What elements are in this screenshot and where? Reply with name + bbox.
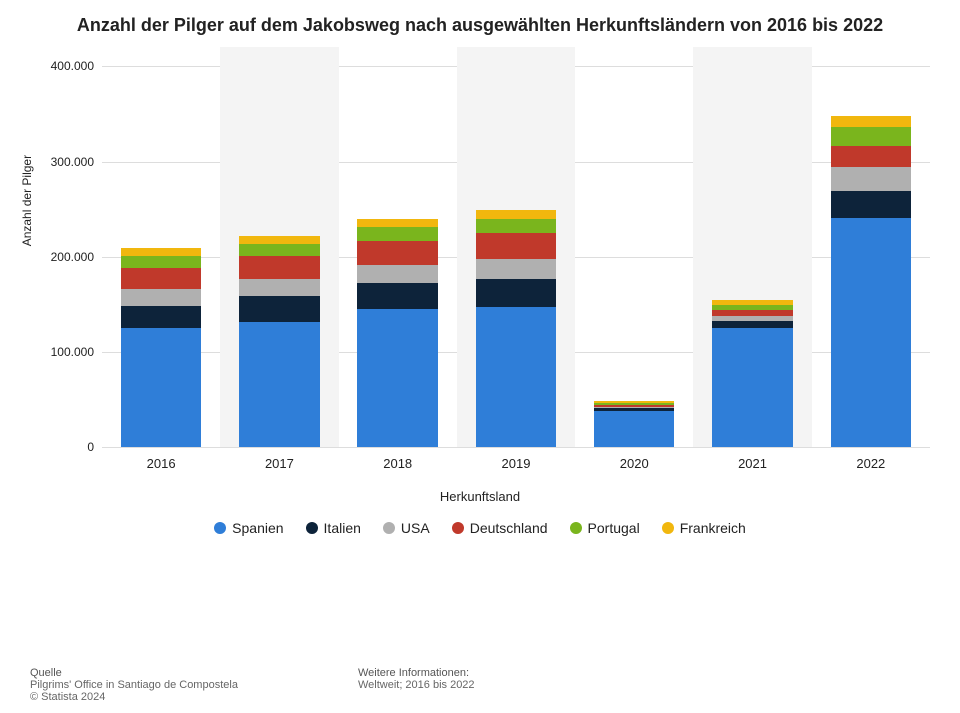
footer-source-heading: Quelle: [30, 667, 238, 679]
bar-segment: [831, 167, 911, 191]
bar-segment: [239, 322, 319, 448]
legend-label: Spanien: [232, 520, 283, 536]
footer-info: Weitere Informationen: Weltweit; 2016 bi…: [358, 667, 475, 703]
stacked-bar: [476, 210, 556, 448]
bar-segment: [357, 241, 437, 265]
legend-swatch: [383, 522, 395, 534]
plot-area: 0100.000200.000300.000400.000: [102, 47, 930, 448]
x-axis-labels: 2016201720182019202020212022: [102, 448, 930, 471]
stacked-bar: [121, 248, 201, 447]
bar-segment: [831, 116, 911, 127]
legend-item: USA: [383, 520, 430, 536]
footer-source: Quelle Pilgrims' Office in Santiago de C…: [30, 667, 238, 703]
legend-item: Frankreich: [662, 520, 746, 536]
bar-segment: [712, 321, 792, 329]
bar-slot: [812, 47, 930, 447]
y-tick-label: 300.000: [51, 155, 102, 169]
legend-swatch: [306, 522, 318, 534]
x-tick-label: 2020: [575, 456, 693, 471]
stacked-bar: [712, 300, 792, 448]
bar-slot: [457, 47, 575, 447]
legend-item: Portugal: [570, 520, 640, 536]
bar-segment: [239, 279, 319, 296]
footer-info-heading: Weitere Informationen:: [358, 667, 475, 679]
bars-layer: [102, 47, 930, 447]
bar-slot: [102, 47, 220, 447]
stacked-bar: [594, 401, 674, 447]
footer: Quelle Pilgrims' Office in Santiago de C…: [30, 667, 930, 703]
y-axis-label: Anzahl der Pilger: [20, 155, 34, 246]
bar-segment: [357, 219, 437, 228]
bar-slot: [220, 47, 338, 447]
x-tick-label: 2019: [457, 456, 575, 471]
bar-segment: [476, 279, 556, 308]
bar-segment: [831, 218, 911, 448]
bar-segment: [357, 227, 437, 240]
bar-segment: [357, 265, 437, 283]
bar-segment: [476, 219, 556, 233]
stacked-bar: [357, 219, 437, 448]
bar-segment: [121, 256, 201, 268]
bar-segment: [239, 244, 319, 256]
stacked-bar: [239, 236, 319, 448]
bar-segment: [831, 146, 911, 167]
stacked-bar: [831, 116, 911, 447]
y-tick-label: 0: [87, 440, 102, 454]
bar-segment: [239, 296, 319, 322]
legend-swatch: [452, 522, 464, 534]
footer-info-line1: Weltweit; 2016 bis 2022: [358, 679, 475, 691]
legend-item: Spanien: [214, 520, 283, 536]
x-tick-label: 2021: [693, 456, 811, 471]
x-axis-title: Herkunftsland: [30, 489, 930, 504]
legend-item: Deutschland: [452, 520, 548, 536]
bar-segment: [121, 248, 201, 256]
bar-segment: [831, 191, 911, 218]
legend-swatch: [662, 522, 674, 534]
bar-slot: [575, 47, 693, 447]
bar-segment: [239, 236, 319, 244]
bar-segment: [831, 127, 911, 146]
footer-source-line1: Pilgrims' Office in Santiago de Composte…: [30, 679, 238, 691]
bar-segment: [239, 256, 319, 279]
x-tick-label: 2018: [339, 456, 457, 471]
y-tick-label: 200.000: [51, 250, 102, 264]
legend-label: Portugal: [588, 520, 640, 536]
legend-label: Frankreich: [680, 520, 746, 536]
bar-segment: [476, 259, 556, 279]
y-tick-label: 100.000: [51, 345, 102, 359]
bar-segment: [121, 268, 201, 289]
legend-label: Italien: [324, 520, 361, 536]
x-tick-label: 2016: [102, 456, 220, 471]
legend-item: Italien: [306, 520, 361, 536]
bar-segment: [476, 233, 556, 259]
bar-segment: [121, 306, 201, 329]
bar-slot: [693, 47, 811, 447]
bar-segment: [357, 309, 437, 447]
legend-swatch: [214, 522, 226, 534]
legend-swatch: [570, 522, 582, 534]
bar-slot: [339, 47, 457, 447]
footer-source-line2: © Statista 2024: [30, 691, 238, 703]
x-tick-label: 2017: [220, 456, 338, 471]
bar-segment: [476, 307, 556, 447]
chart-title: Anzahl der Pilger auf dem Jakobsweg nach…: [0, 0, 960, 41]
bar-segment: [357, 283, 437, 310]
bar-segment: [121, 328, 201, 447]
legend-label: Deutschland: [470, 520, 548, 536]
y-tick-label: 400.000: [51, 59, 102, 73]
x-tick-label: 2022: [812, 456, 930, 471]
chart-area: Anzahl der Pilger 0100.000200.000300.000…: [30, 47, 930, 536]
bar-segment: [121, 289, 201, 305]
bar-segment: [594, 411, 674, 447]
legend-label: USA: [401, 520, 430, 536]
bar-segment: [712, 328, 792, 447]
legend: Spanien Italien USA Deutschland Portugal Fran…: [30, 520, 930, 536]
gridline: [102, 447, 930, 448]
bar-segment: [476, 210, 556, 219]
